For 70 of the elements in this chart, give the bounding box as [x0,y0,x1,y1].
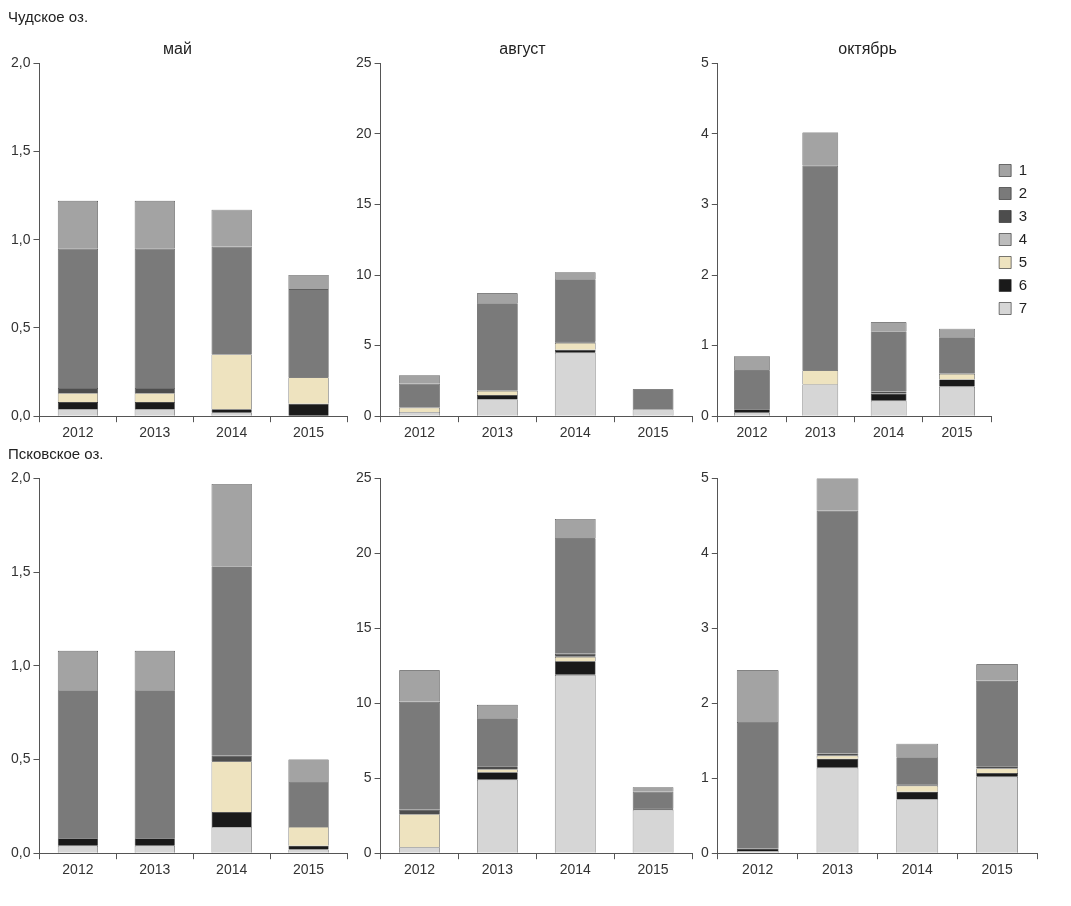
y-tick-label: 20 [355,544,372,561]
x-tick-label: 2014 [559,861,591,878]
text: Псковское оз. [8,445,104,462]
legend-label: 6 [1018,275,1027,293]
y-tick-label: 1,0 [10,230,31,247]
y-tick-label: 25 [355,54,372,71]
x-tick-label: 2015 [637,861,669,878]
x-tick-label: 2013 [804,424,837,441]
y-tick-label: 1 [700,336,709,353]
x-tick-label: 2012 [62,424,94,441]
y-tick-label: 15 [355,619,372,636]
legend-label: 1 [1018,160,1027,178]
x-tick-label: 2015 [981,861,1013,878]
y-tick-label: 0,0 [10,844,31,861]
x-tick-label: 2014 [216,424,248,441]
x-tick-label: 2013 [821,861,854,878]
y-tick-label: 0,5 [10,318,31,335]
x-tick-label: 2014 [216,861,248,878]
y-tick-label: 0,5 [10,750,31,767]
y-tick-label: 10 [355,265,372,282]
y-tick-label: 3 [700,195,709,212]
y-tick-label: 10 [355,694,372,711]
legend-label: 5 [1018,252,1027,270]
y-tick-label: 4 [700,124,709,141]
y-tick-label: 1,0 [10,656,31,673]
y-tick-label: 0 [700,407,709,424]
x-tick-label: 2015 [292,424,325,441]
y-tick-label: 5 [700,469,709,486]
x-tick-label: 2012 [736,424,768,441]
legend-label: 3 [1018,206,1027,224]
y-tick-label: 20 [355,124,372,141]
y-tick-label: 1,5 [10,562,31,579]
y-tick-label: 0,0 [10,407,31,424]
y-tick-label: 2 [700,265,709,282]
x-tick-label: 2012 [403,424,436,441]
y-tick-label: 2,0 [10,54,31,71]
y-tick-label: 0 [363,407,372,424]
chart-title: август [499,40,547,58]
x-tick-label: 2013 [481,861,514,878]
y-tick-label: 0 [700,844,709,861]
y-tick-label: 15 [355,195,372,212]
y-tick-label: 0 [363,844,372,861]
legend-label: 2 [1018,183,1027,201]
x-tick-label: 2015 [292,861,325,878]
y-tick-label: 5 [363,336,372,353]
x-tick-label: 2012 [742,861,774,878]
x-tick-label: 2015 [637,424,669,441]
y-tick-label: 5 [700,54,709,71]
x-tick-label: 2014 [901,861,934,878]
x-tick-label: 2012 [403,861,436,878]
x-tick-label: 2013 [139,424,171,441]
y-tick-label: 1 [700,769,709,786]
y-tick-label: 1,5 [10,142,31,159]
x-tick-label: 2015 [941,424,973,441]
x-tick-label: 2014 [873,424,905,441]
x-tick-label: 2014 [559,424,591,441]
y-tick-label: 4 [700,544,709,561]
y-tick-label: 3 [700,619,709,636]
x-tick-label: 2013 [139,861,171,878]
legend-label: 7 [1018,298,1027,316]
x-tick-label: 2012 [62,861,94,878]
text: Чудское оз. [8,8,89,25]
y-tick-label: 2,0 [10,469,31,486]
x-tick-label: 2013 [481,424,514,441]
y-tick-label: 2 [700,694,709,711]
y-tick-label: 5 [363,769,372,786]
chart-title: октябрь [838,40,897,58]
legend-label: 4 [1018,229,1027,247]
y-tick-label: 25 [355,469,372,486]
chart-title: май [163,40,192,58]
